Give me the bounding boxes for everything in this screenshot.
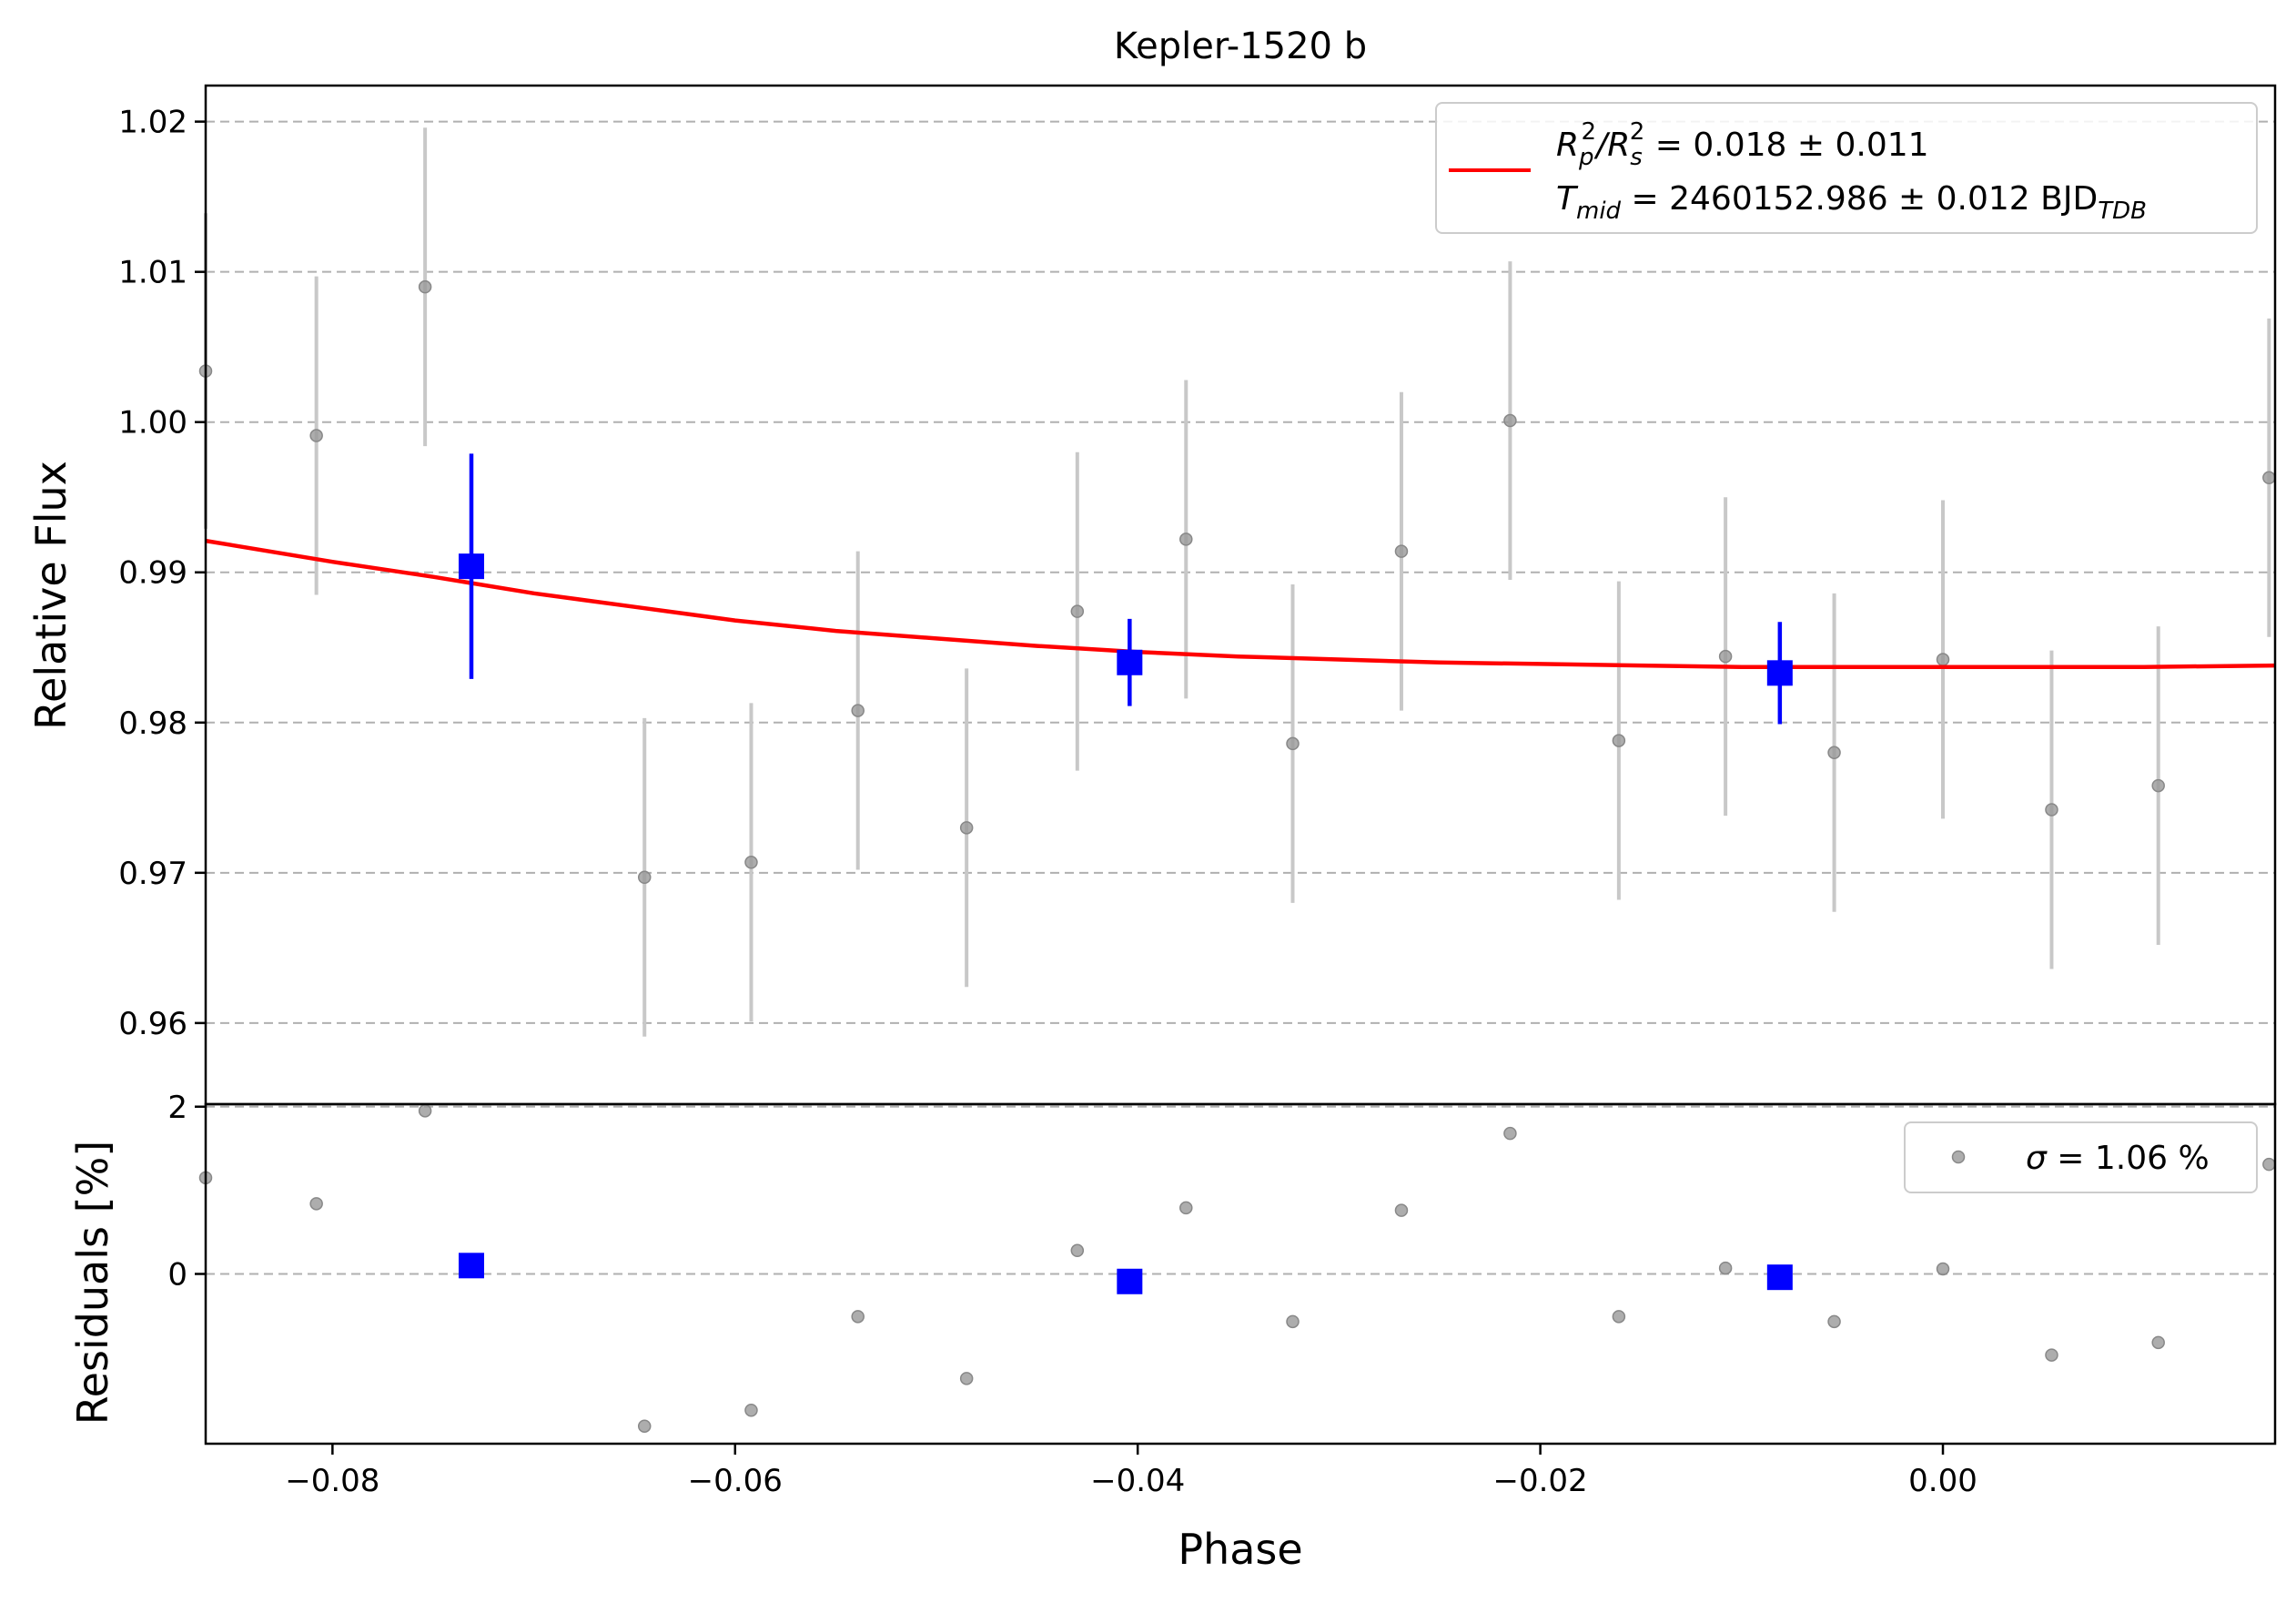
flux-data-point: [1394, 544, 1409, 558]
phase-x-tick-label: 0.00: [1908, 1463, 1977, 1499]
residuals-binned-points: [458, 1253, 1793, 1294]
flux-data-point: [1070, 604, 1085, 618]
flux-binned-point: [1117, 649, 1143, 675]
phase-x-tick-label: −0.04: [1090, 1463, 1185, 1499]
flux-data-point: [2262, 471, 2276, 485]
flux-data-point: [2151, 778, 2165, 793]
flux-data-point: [1286, 736, 1300, 751]
flux-data-point: [1827, 746, 1841, 760]
flux-y-tick-label: 0.96: [118, 1006, 187, 1042]
flux-data-point: [637, 870, 652, 885]
flux-y-axis: 0.96 0.97 0.98 0.99 1.00 1.01 1.02: [118, 105, 206, 1042]
flux-data-point: [2045, 803, 2058, 817]
residuals-data-points: [198, 1104, 2276, 1433]
flux-data-point: [1936, 653, 1950, 666]
flux-y-axis-label: Relative Flux: [26, 461, 76, 730]
chart-title: Kepler-1520 b: [1114, 25, 1367, 67]
residual-point: [959, 1372, 974, 1385]
residuals-legend-box: [1904, 1121, 2258, 1193]
flux-data-point: [1718, 649, 1733, 664]
residuals-y-tick-label: 2: [167, 1090, 187, 1126]
phase-x-tick-label: −0.06: [688, 1463, 783, 1499]
flux-y-tick-label: 1.01: [118, 255, 187, 291]
flux-binned-point: [458, 553, 484, 580]
residuals-y-tick-label: 0: [167, 1257, 187, 1294]
residual-point: [851, 1310, 865, 1324]
phase-x-axis-label: Phase: [1178, 1525, 1302, 1574]
flux-data-point: [959, 821, 974, 835]
residuals-panel: 02 −0.08 −0.06 −0.04 −0.02 0.00 σ = 1.06 % R…: [68, 1090, 2277, 1574]
flux-y-tick-label: 0.99: [118, 555, 187, 592]
flux-y-tick-label: 0.98: [118, 705, 187, 742]
residual-point: [1936, 1262, 1950, 1276]
residual-point: [1070, 1243, 1085, 1258]
phase-x-tick-label: −0.02: [1492, 1463, 1587, 1499]
residual-point: [1394, 1203, 1409, 1217]
residual-point: [2262, 1157, 2276, 1172]
residual-point: [418, 1104, 432, 1118]
flux-y-tick-label: 1.02: [118, 105, 187, 141]
flux-binned-points: [458, 453, 1793, 725]
legend-residual-marker: [1951, 1150, 1966, 1164]
flux-data-point: [1612, 734, 1626, 747]
residual-point: [1286, 1314, 1300, 1329]
transit-model-curve: [205, 538, 2276, 669]
legend-sigma-label: σ = 1.06 %: [2026, 1140, 2210, 1177]
residual-binned-point: [458, 1253, 484, 1279]
flux-data-point: [1503, 413, 1517, 428]
flux-y-tick-label: 1.00: [118, 405, 187, 441]
transit-model-line: [205, 538, 2276, 669]
flux-legend: Rp2/Rs2 = 0.018 ± 0.011 Tmid = 2460152.9…: [1435, 102, 2258, 234]
flux-binned-point: [1766, 660, 1793, 686]
legend-model-label: Rp2/Rs2 = 0.018 ± 0.011: [1556, 118, 1929, 171]
flux-data-point: [1179, 533, 1193, 546]
phase-x-tick-label: −0.08: [285, 1463, 379, 1499]
residual-point: [1179, 1201, 1193, 1215]
residual-binned-point: [1766, 1264, 1793, 1291]
flux-data-point: [851, 704, 865, 717]
residual-point: [309, 1197, 323, 1211]
residual-point: [637, 1419, 652, 1433]
residual-point: [1503, 1126, 1517, 1141]
legend-tmid-label: Tmid = 2460152.986 ± 0.012 BJDTDB: [1556, 180, 2147, 225]
flux-data-point: [744, 856, 758, 869]
residual-point: [2151, 1335, 2165, 1350]
residuals-y-axis: 02: [167, 1090, 206, 1294]
residual-point: [744, 1404, 758, 1417]
flux-data-point: [418, 279, 432, 294]
flux-data-point: [309, 429, 323, 442]
residuals-gridlines: [206, 1105, 2275, 1275]
residual-point: [1612, 1310, 1626, 1324]
flux-y-tick-label: 0.97: [118, 856, 187, 892]
residual-point: [1718, 1261, 1733, 1275]
residual-binned-point: [1117, 1268, 1143, 1294]
flux-legend-box: [1435, 102, 2258, 234]
phase-x-axis: −0.08 −0.06 −0.04 −0.02 0.00: [285, 1444, 1977, 1499]
residual-point: [2045, 1348, 2058, 1362]
residuals-y-axis-label: Residuals [%]: [68, 1141, 117, 1425]
residual-point: [1827, 1314, 1841, 1329]
residuals-legend: σ = 1.06 %: [1904, 1121, 2258, 1193]
